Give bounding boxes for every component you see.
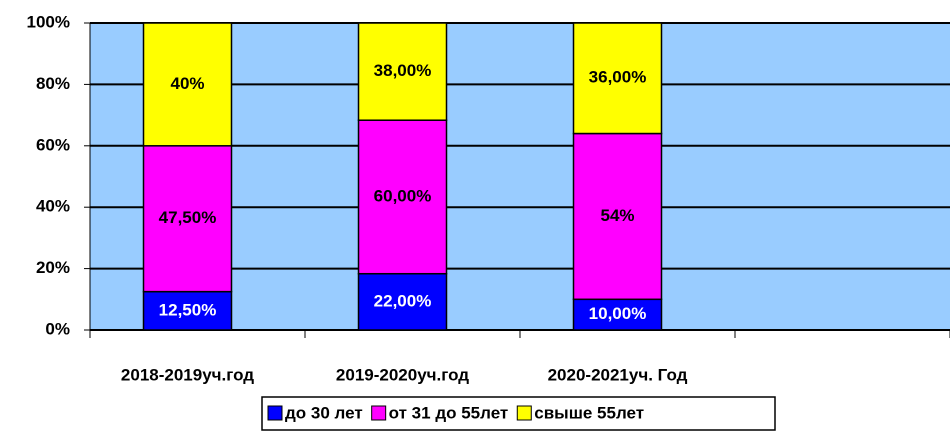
y-tick-label: 80% (36, 74, 70, 93)
y-tick-label: 60% (36, 135, 70, 154)
legend-label: до 30 лет (285, 403, 363, 422)
y-tick-label: 100% (27, 12, 70, 31)
bar-segment (357, 119, 448, 275)
x-tick-label: 2020-2021уч. Год (548, 365, 688, 384)
y-tick-label: 20% (36, 258, 70, 277)
bar-segment (572, 132, 663, 301)
bar-segment (142, 145, 233, 293)
legend-swatch (516, 405, 532, 421)
data-label: 22,00% (374, 291, 432, 310)
bar-segment (572, 298, 663, 331)
x-tick-label: 2018-2019уч.год (121, 365, 254, 384)
legend-label: свыше 55лет (534, 403, 644, 422)
legend-label: от 31 до 55лет (389, 403, 509, 422)
bar-segment (357, 272, 448, 331)
data-label: 12,50% (159, 300, 217, 319)
y-tick-label: 40% (36, 197, 70, 216)
bar-segment (142, 22, 233, 147)
x-tick-label: 2019-2020уч.год (336, 365, 469, 384)
bar-segment (572, 22, 663, 135)
legend-swatch (267, 405, 283, 421)
data-label: 54% (600, 206, 634, 225)
bar-segment (357, 22, 448, 121)
data-label: 36,00% (589, 68, 647, 87)
data-label: 10,00% (589, 304, 647, 323)
bar-segment (142, 290, 233, 331)
legend-swatch (371, 405, 387, 421)
data-label: 38,00% (374, 61, 432, 80)
data-label: 40% (170, 74, 204, 93)
data-label: 47,50% (159, 208, 217, 227)
plot-area (90, 23, 950, 330)
data-label: 60,00% (374, 186, 432, 205)
y-tick-label: 0% (45, 319, 70, 338)
